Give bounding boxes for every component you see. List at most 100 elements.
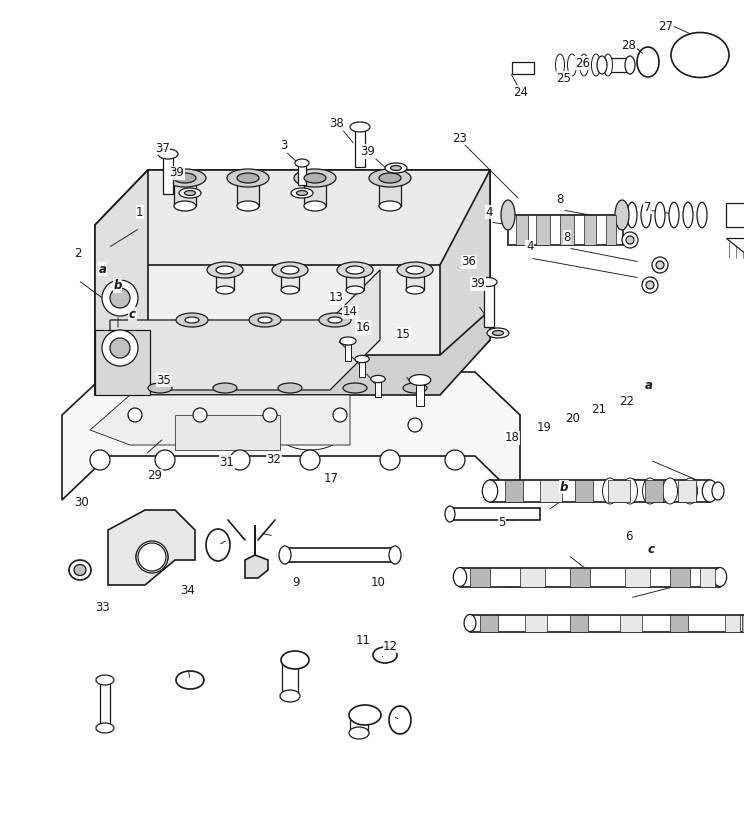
Text: 14: 14 [342,305,357,319]
Ellipse shape [297,190,307,196]
Bar [345,341,351,360]
Ellipse shape [643,478,658,504]
Text: 4: 4 [526,240,533,253]
Bar [163,154,173,194]
Ellipse shape [482,480,498,502]
Bar [450,508,540,520]
Bar [536,215,550,245]
Text: c: c [129,308,136,321]
Ellipse shape [176,313,208,327]
Text: b: b [113,279,122,292]
Text: 25: 25 [557,72,571,85]
Ellipse shape [385,163,407,173]
Ellipse shape [328,317,342,323]
Ellipse shape [406,266,424,274]
Ellipse shape [69,560,91,580]
Ellipse shape [216,266,234,274]
Ellipse shape [682,478,698,504]
Ellipse shape [445,506,455,522]
Text: a: a [99,263,106,276]
Circle shape [128,408,142,422]
Bar [406,270,424,290]
Bar [490,480,710,502]
Ellipse shape [403,383,427,393]
Ellipse shape [655,202,665,228]
Ellipse shape [258,317,272,323]
Ellipse shape [346,266,364,274]
Ellipse shape [355,356,369,363]
Text: 20: 20 [565,412,580,425]
Ellipse shape [641,202,651,228]
Polygon shape [726,238,744,262]
Circle shape [90,450,110,470]
Text: 15: 15 [396,328,411,341]
Text: 21: 21 [591,403,606,416]
Ellipse shape [281,286,299,294]
Ellipse shape [615,200,629,230]
Text: 32: 32 [266,453,281,466]
Polygon shape [95,310,490,395]
Ellipse shape [158,149,178,159]
Ellipse shape [623,478,638,504]
Text: 37: 37 [155,142,170,155]
Polygon shape [108,510,195,585]
Ellipse shape [371,375,385,383]
Text: 23: 23 [452,132,467,145]
Ellipse shape [702,480,718,502]
Ellipse shape [349,727,369,739]
Text: 30: 30 [74,495,89,509]
Text: 10: 10 [371,576,385,589]
Bar [298,163,306,185]
Ellipse shape [669,202,679,228]
Bar [570,568,590,587]
Text: 1: 1 [136,206,144,219]
Ellipse shape [671,32,729,77]
Ellipse shape [568,54,577,76]
Ellipse shape [96,675,114,685]
Bar [285,548,395,562]
Bar [480,615,498,632]
Bar [237,178,259,206]
Ellipse shape [291,188,313,198]
Bar [355,127,365,167]
Ellipse shape [397,262,433,278]
Ellipse shape [453,568,466,587]
Ellipse shape [487,328,509,338]
Bar [484,282,494,327]
Circle shape [138,543,166,571]
Polygon shape [95,170,148,395]
Ellipse shape [249,313,281,327]
Ellipse shape [272,262,308,278]
Ellipse shape [406,286,424,294]
Ellipse shape [625,56,635,74]
Polygon shape [245,525,268,578]
Text: 29: 29 [147,469,162,482]
Bar [282,660,298,696]
Text: 6: 6 [625,530,632,543]
Ellipse shape [207,262,243,278]
Ellipse shape [369,169,411,187]
Ellipse shape [479,277,497,286]
Text: 13: 13 [329,291,344,305]
Text: 39: 39 [360,145,375,158]
Ellipse shape [319,313,351,327]
Text: b: b [559,481,568,494]
Text: 34: 34 [180,584,195,597]
Ellipse shape [136,543,168,571]
Text: 31: 31 [219,456,234,469]
Text: 22: 22 [619,395,634,408]
Polygon shape [90,395,350,445]
Bar [216,270,234,290]
Ellipse shape [713,568,727,587]
Ellipse shape [391,165,402,170]
Bar [281,270,299,290]
Text: 5: 5 [498,516,506,529]
Text: 12: 12 [383,639,398,653]
Ellipse shape [281,266,299,274]
Polygon shape [440,170,490,385]
Text: 16: 16 [356,321,371,334]
Polygon shape [95,330,150,395]
Text: 26: 26 [575,57,590,70]
Ellipse shape [591,54,600,76]
Text: 9: 9 [292,576,300,589]
